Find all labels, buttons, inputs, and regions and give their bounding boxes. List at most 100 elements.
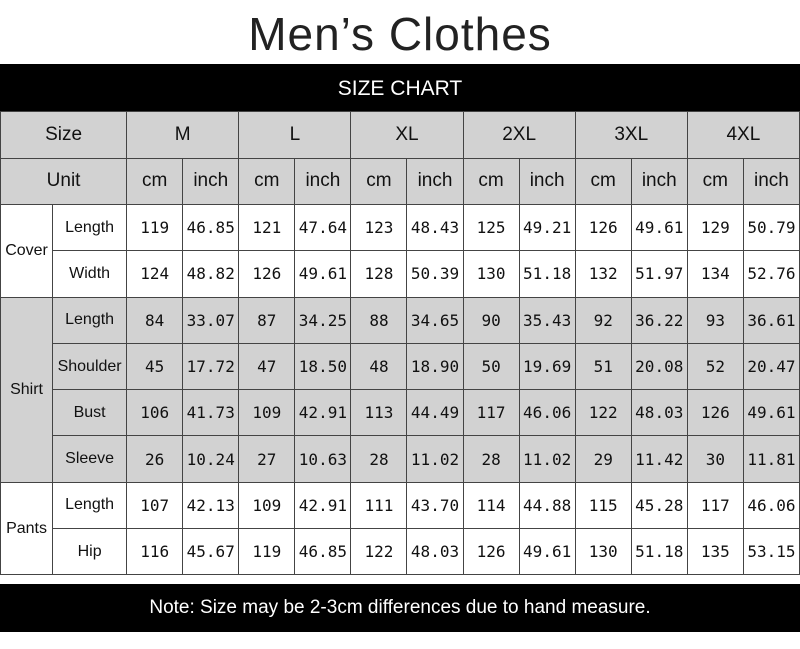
size-header-cell: XL <box>350 111 464 159</box>
value-cell: 52.76 <box>742 250 800 298</box>
measurement-label: Shoulder <box>52 342 128 391</box>
value-cell: 116 <box>126 528 184 576</box>
value-cell: 93 <box>686 296 744 344</box>
table-row: Cover Length 119 46.85 121 47.64 123 48.43 125 49… <box>0 203 800 298</box>
value-cell: 44.88 <box>518 481 576 530</box>
value-cell: 48.03 <box>406 528 464 576</box>
value-cell: 48.03 <box>630 389 688 437</box>
value-cell: 46.85 <box>182 203 240 252</box>
value-cell: 48 <box>350 342 408 391</box>
size-header-label: Size <box>0 111 128 159</box>
value-cell: 45.67 <box>182 528 240 576</box>
unit-header-cell: inch <box>182 157 240 205</box>
table-row: Shoulder 45 17.72 47 18.50 48 18.90 50 19.69 51 20… <box>1 342 800 391</box>
value-cell: 20.47 <box>742 342 800 391</box>
value-cell: 27 <box>238 435 296 483</box>
value-cell: 46.06 <box>742 481 800 530</box>
value-cell: 30 <box>686 435 744 483</box>
value-cell: 92 <box>574 296 632 344</box>
value-cell: 124 <box>126 250 184 298</box>
value-cell: 46.85 <box>294 528 352 576</box>
value-cell: 36.22 <box>630 296 688 344</box>
unit-header-cell: inch <box>742 157 800 205</box>
value-cell: 117 <box>686 481 744 530</box>
group-label: Cover <box>0 204 54 298</box>
value-cell: 28 <box>462 435 520 483</box>
value-cell: 46.06 <box>518 389 576 437</box>
value-cell: 48.43 <box>406 203 464 252</box>
measurement-label: Bust <box>52 389 128 437</box>
value-cell: 132 <box>574 250 632 298</box>
value-cell: 10.24 <box>182 435 240 483</box>
value-cell: 122 <box>350 528 408 576</box>
value-cell: 122 <box>574 389 632 437</box>
value-cell: 51 <box>574 342 632 391</box>
group-label: Pants <box>0 481 54 576</box>
value-cell: 114 <box>462 481 520 530</box>
value-cell: 34.65 <box>406 296 464 344</box>
value-cell: 49.21 <box>518 203 576 252</box>
value-cell: 87 <box>238 296 296 344</box>
value-cell: 45.28 <box>630 481 688 530</box>
table-row: Sleeve 26 10.24 27 10.63 28 11.02 28 11.02 29 11.4… <box>1 435 800 483</box>
size-header-cell: L <box>238 111 352 159</box>
measurement-label: Length <box>52 481 128 530</box>
value-cell: 119 <box>238 528 296 576</box>
measurement-label: Length <box>52 203 128 252</box>
value-cell: 126 <box>686 389 744 437</box>
value-cell: 128 <box>350 250 408 298</box>
unit-header-row: Unit cm inch cm inch cm inch cm inch cm inch cm inch <box>0 157 800 205</box>
value-cell: 126 <box>238 250 296 298</box>
size-header-cell: M <box>126 111 240 159</box>
size-header-cell: 3XL <box>574 111 688 159</box>
size-chart-banner: SIZE CHART <box>0 64 800 111</box>
value-cell: 88 <box>350 296 408 344</box>
size-header-row: Size M L XL 2XL 3XL 4XL <box>0 111 800 159</box>
value-cell: 126 <box>574 203 632 252</box>
unit-header-cell: cm <box>462 157 520 205</box>
value-cell: 135 <box>686 528 744 576</box>
value-cell: 41.73 <box>182 389 240 437</box>
value-cell: 26 <box>126 435 184 483</box>
value-cell: 10.63 <box>294 435 352 483</box>
value-cell: 42.91 <box>294 481 352 530</box>
group-label: Shirt <box>0 296 54 483</box>
value-cell: 121 <box>238 203 296 252</box>
value-cell: 134 <box>686 250 744 298</box>
unit-header-label: Unit <box>0 157 128 205</box>
value-cell: 84 <box>126 296 184 344</box>
value-cell: 42.91 <box>294 389 352 437</box>
value-cell: 49.61 <box>742 389 800 437</box>
value-cell: 11.02 <box>518 435 576 483</box>
value-cell: 34.25 <box>294 296 352 344</box>
value-cell: 51.18 <box>630 528 688 576</box>
value-cell: 107 <box>126 481 184 530</box>
page-title: Men’s Clothes <box>248 8 552 60</box>
value-cell: 50.39 <box>406 250 464 298</box>
size-header-cell: 2XL <box>462 111 576 159</box>
value-cell: 51.18 <box>518 250 576 298</box>
value-cell: 126 <box>462 528 520 576</box>
table-row: Width 124 48.82 126 49.61 128 50.39 130 51.18 132… <box>1 250 800 298</box>
measurement-label: Hip <box>52 528 128 576</box>
value-cell: 11.81 <box>742 435 800 483</box>
value-cell: 35.43 <box>518 296 576 344</box>
unit-header-cell: cm <box>574 157 632 205</box>
value-cell: 18.50 <box>294 342 352 391</box>
value-cell: 19.69 <box>518 342 576 391</box>
unit-header-cell: inch <box>294 157 352 205</box>
value-cell: 50.79 <box>742 203 800 252</box>
unit-header-cell: cm <box>126 157 184 205</box>
value-cell: 29 <box>574 435 632 483</box>
value-cell: 52 <box>686 342 744 391</box>
table-row: Bust 106 41.73 109 42.91 113 44.49 117 46.06 122 4… <box>1 389 800 437</box>
unit-header-cell: inch <box>630 157 688 205</box>
unit-header-cell: inch <box>406 157 464 205</box>
value-cell: 109 <box>238 481 296 530</box>
value-cell: 47.64 <box>294 203 352 252</box>
value-cell: 109 <box>238 389 296 437</box>
value-cell: 49.61 <box>294 250 352 298</box>
measurement-label: Sleeve <box>52 435 128 483</box>
size-header-cell: 4XL <box>686 111 800 159</box>
value-cell: 45 <box>126 342 184 391</box>
